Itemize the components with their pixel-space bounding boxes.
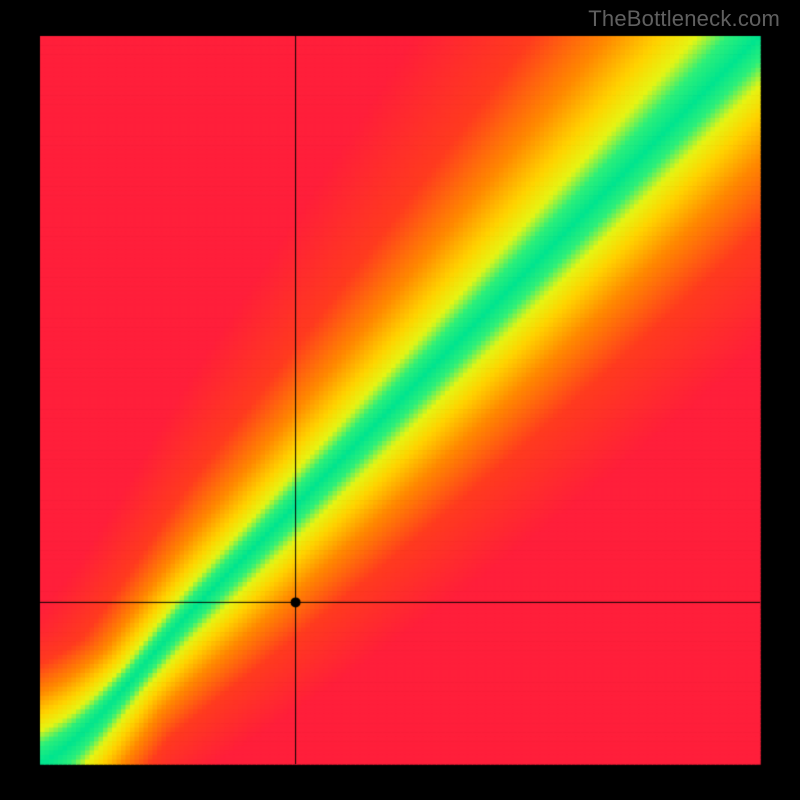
watermark-text: TheBottleneck.com: [588, 6, 780, 32]
chart-container: TheBottleneck.com: [0, 0, 800, 800]
bottleneck-heatmap: [0, 0, 800, 800]
